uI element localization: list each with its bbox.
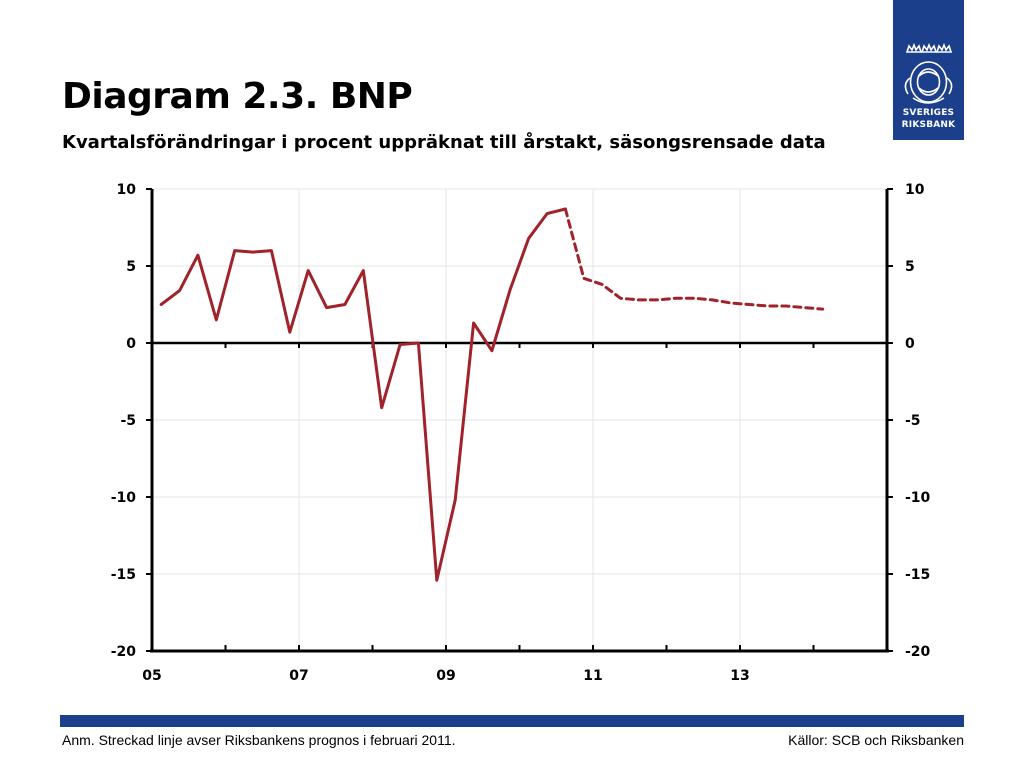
y-tick-label-right-3: -5 [905, 413, 921, 429]
footer-bar [60, 715, 964, 727]
y-tick-label-right-6: -20 [905, 644, 931, 660]
sources-note: Källor: SCB och Riksbanken [788, 732, 964, 748]
x-tick-label-3: 11 [583, 668, 602, 684]
riksbank-logo: SVERIGES RIKSBANK [893, 0, 964, 140]
y-tick-label-right-5: -15 [905, 567, 930, 583]
gdp-outcome-line [159, 207, 567, 582]
y-tick-label-left-2: 0 [126, 336, 136, 352]
x-tick-label-4: 13 [730, 668, 749, 684]
x-tick-label-0: 05 [142, 668, 161, 684]
x-tick-label-1: 07 [289, 668, 308, 684]
y-tick-label-left-1: 5 [126, 259, 136, 275]
footnote: Anm. Streckad linje avser Riksbankens pr… [62, 732, 456, 748]
y-tick-label-right-2: 0 [905, 336, 915, 352]
y-tick-label-left-6: -20 [111, 644, 137, 660]
y-tick-label-left-0: 10 [117, 182, 137, 198]
page-title: Diagram 2.3. BNP [62, 76, 413, 117]
logo-text-line2: RIKSBANK [901, 120, 956, 130]
y-tick-label-right-1: 5 [905, 259, 915, 275]
y-tick-label-left-4: -10 [111, 490, 137, 506]
crown-emblem-icon [904, 42, 953, 104]
page-subtitle: Kvartalsförändringar i procent uppräknat… [62, 132, 826, 153]
logo-text-line1: SVERIGES [902, 108, 955, 118]
y-tick-label-left-5: -15 [111, 567, 136, 583]
x-tick-label-2: 09 [436, 668, 455, 684]
y-tick-label-left-3: -5 [120, 413, 136, 429]
y-tick-label-right-0: 10 [905, 182, 925, 198]
y-tick-label-right-4: -10 [905, 490, 931, 506]
gdp-forecast-line [563, 207, 825, 311]
